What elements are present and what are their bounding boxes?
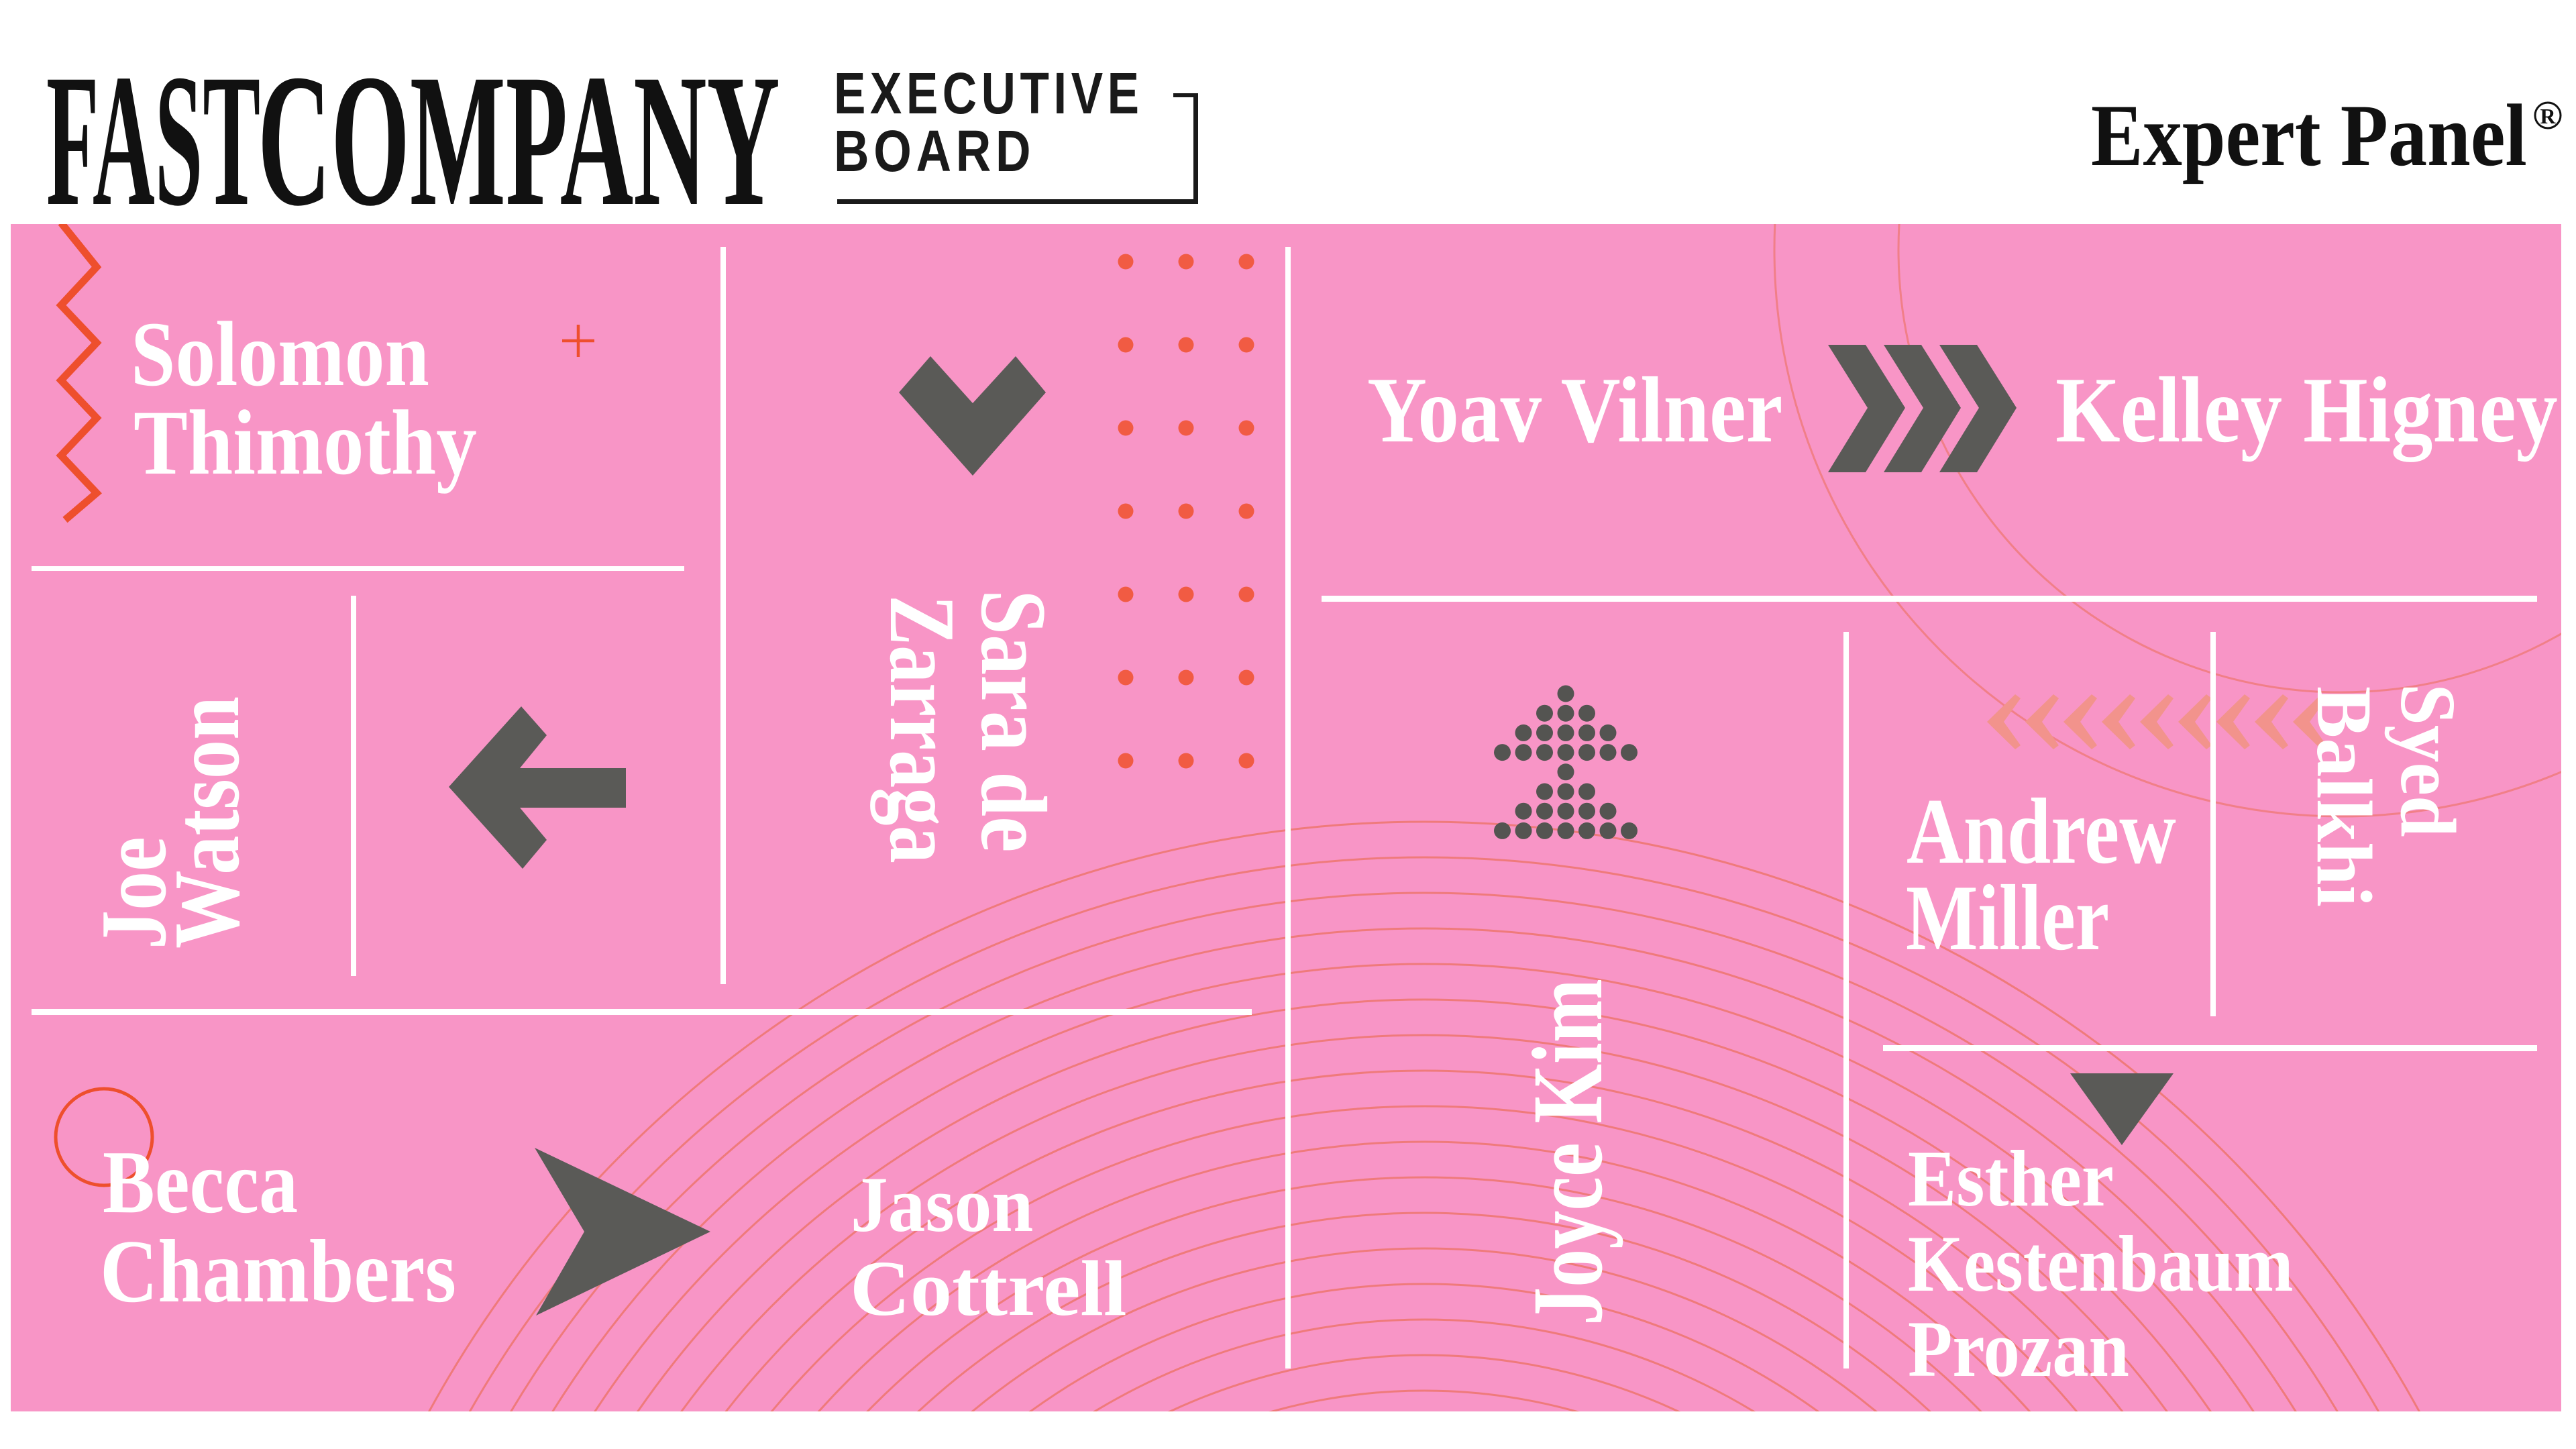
svg-text:Becca: Becca [103, 1133, 298, 1232]
svg-text:EXECUTIVE: EXECUTIVE [834, 60, 1144, 125]
svg-text:Yoav Vilner: Yoav Vilner [1367, 358, 1782, 462]
svg-text:Zarraga: Zarraga [870, 595, 973, 863]
svg-text:Esther: Esther [1908, 1134, 2114, 1223]
svg-text:FAST: FAST [46, 35, 260, 246]
svg-text:Sara de: Sara de [961, 590, 1065, 853]
svg-text:R: R [2540, 104, 2556, 128]
svg-text:Syed: Syed [2384, 684, 2472, 837]
svg-text:Thimothy: Thimothy [133, 392, 477, 494]
svg-text:Balkhi: Balkhi [2300, 686, 2387, 907]
svg-text:BOARD: BOARD [834, 118, 1035, 184]
svg-text:Miller: Miller [1906, 865, 2109, 970]
svg-text:Kestenbaum: Kestenbaum [1908, 1219, 2294, 1308]
svg-text:Kelley Higney: Kelley Higney [2055, 358, 2558, 462]
svg-text:Joe: Joe [81, 837, 186, 949]
svg-text:Andrew: Andrew [1907, 779, 2176, 883]
svg-text:COMPANY: COMPANY [258, 36, 780, 246]
svg-text:Expert Panel: Expert Panel [2091, 86, 2527, 184]
svg-text:Watson: Watson [154, 696, 258, 949]
svg-text:Solomon: Solomon [131, 303, 429, 405]
svg-text:Cottrell: Cottrell [850, 1245, 1127, 1332]
svg-text:Prozan: Prozan [1908, 1304, 2129, 1393]
svg-text:Chambers: Chambers [100, 1222, 456, 1322]
svg-text:Jason: Jason [851, 1161, 1033, 1248]
svg-text:Joyce Kim: Joyce Kim [1511, 979, 1623, 1326]
